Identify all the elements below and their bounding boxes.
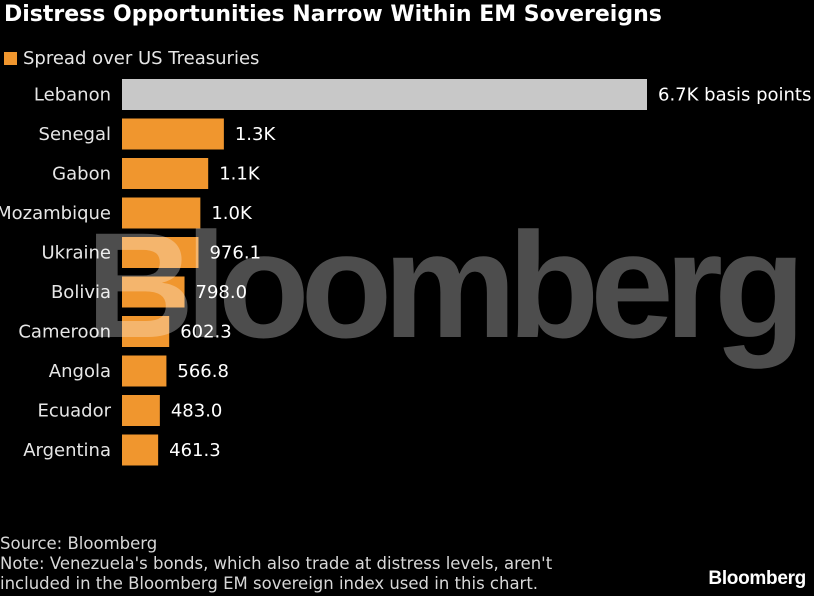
- bar-angola: [122, 355, 167, 387]
- bar-gabon: [122, 158, 209, 189]
- value-label: 461.3: [169, 440, 221, 461]
- note-line-1: Note: Venezuela's bonds, which also trad…: [0, 554, 553, 573]
- category-label: Ecuador: [37, 401, 111, 422]
- footer: Source: Bloomberg Note: Venezuela's bond…: [0, 534, 552, 594]
- source-text: Source: Bloomberg: [0, 534, 158, 553]
- bar-lebanon: [122, 79, 647, 110]
- category-label: Senegal: [39, 124, 111, 145]
- note-line-2: included in the Bloomberg EM sovereign i…: [0, 574, 539, 593]
- legend: Spread over US Treasuries: [4, 47, 259, 69]
- bar-bolivia: [122, 276, 185, 308]
- value-label: 1.1K: [219, 164, 261, 185]
- bar-argentina: [122, 434, 159, 466]
- value-label: 1.3K: [235, 124, 277, 145]
- category-label: Cameroon: [18, 322, 111, 343]
- chart-title: Distress Opportunities Narrow Within EM …: [4, 2, 662, 27]
- legend-label: Spread over US Treasuries: [23, 47, 260, 69]
- bar-mozambique: [122, 197, 201, 229]
- category-label: Mozambique: [0, 203, 111, 224]
- value-label: 798.0: [196, 282, 248, 303]
- value-label: 566.8: [177, 361, 229, 382]
- bar-cameroon: [122, 316, 170, 347]
- value-label: 483.0: [171, 401, 223, 422]
- category-label: Bolivia: [51, 282, 111, 303]
- value-label: 602.3: [180, 322, 232, 343]
- value-label: 976.1: [209, 243, 261, 264]
- value-label: 6.7K basis points: [658, 85, 811, 106]
- category-label: Lebanon: [34, 85, 111, 106]
- category-label: Ukraine: [41, 243, 111, 264]
- bar-senegal: [122, 118, 224, 150]
- bloomberg-logo: Bloomberg: [708, 568, 806, 589]
- bar-ecuador: [122, 395, 160, 426]
- category-label: Argentina: [23, 440, 111, 461]
- legend-swatch: [4, 51, 17, 65]
- bar-ukraine: [122, 237, 199, 268]
- category-label: Gabon: [52, 164, 111, 185]
- category-label: Angola: [49, 361, 111, 382]
- value-label: 1.0K: [211, 203, 253, 224]
